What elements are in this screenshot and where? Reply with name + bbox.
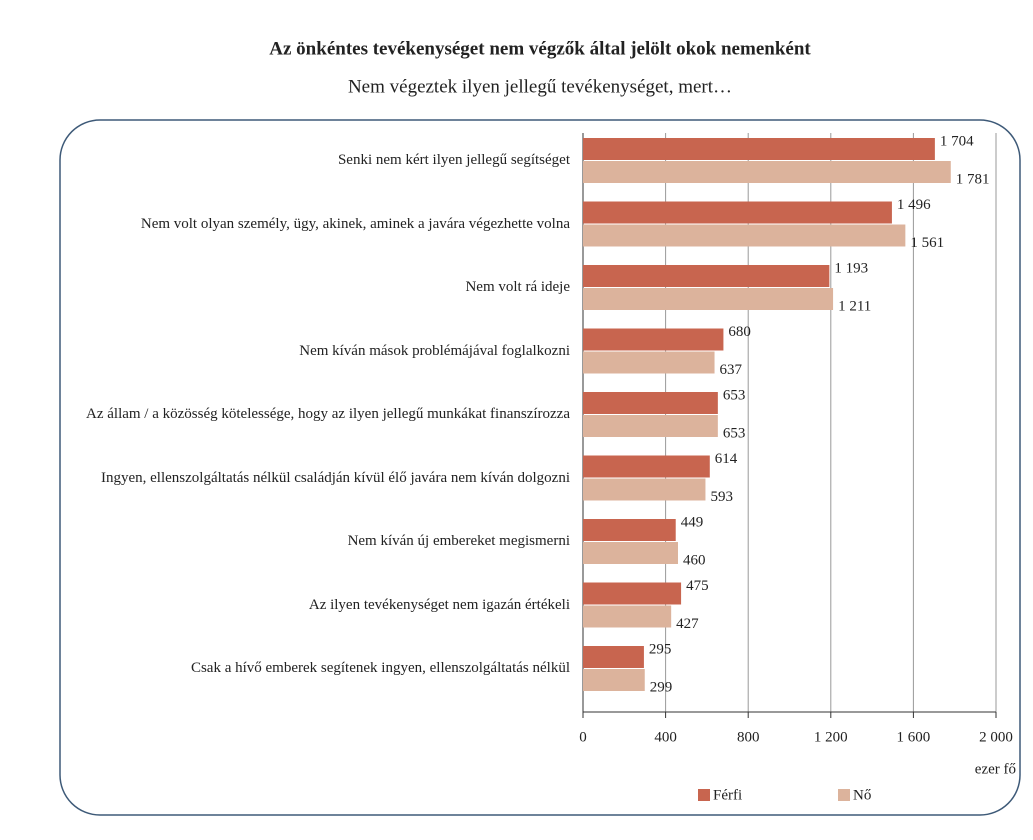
y-tick-label: Nem volt olyan személy, ügy, akinek, ami… [140,215,570,232]
x-tick-label: 800 [737,729,760,745]
bar [583,582,682,605]
category-label: Ingyen, ellenszolgáltatás nélkül családj… [100,469,570,486]
category-label: Nem kíván új embereket megismerni [347,533,570,549]
data-label: 475 [686,578,709,594]
legend-swatch [698,789,710,801]
data-label: 299 [650,679,673,695]
bar [583,478,706,501]
x-tick-label: 400 [654,729,677,745]
x-tick-label: 0 [579,729,587,745]
y-tick-label: Az állam / a közösség kötelessége, hogy … [86,406,570,422]
y-tick-label: Csak a hívő emberek segítenek ingyen, el… [190,660,570,676]
category-label: Csak a hívő emberek segítenek ingyen, el… [190,660,570,676]
data-label: 653 [723,425,746,441]
bar [583,542,678,564]
bar [583,288,834,310]
y-tick-label: Nem kíván új embereket megismerni [347,533,570,549]
data-label: 680 [728,324,751,340]
data-label: 427 [676,616,699,632]
data-label: 1 704 [940,133,974,149]
bar [583,455,710,478]
frame [59,119,1021,816]
y-tick-label: Nem volt rá ideje [465,279,570,295]
legend-label: Nő [853,787,871,803]
bar [583,328,724,351]
legend-label: Férfi [713,787,742,803]
data-label: 1 781 [956,171,990,187]
category-label: Nem volt olyan személy, ügy, akinek, ami… [140,215,570,232]
category-label: Nem volt rá ideje [465,279,570,295]
y-tick-label: Nem kíván mások problémájával foglalkozn… [299,342,570,359]
bar [583,351,715,374]
data-label: 593 [710,489,733,505]
chart-subtitle: Nem végeztek ilyen jellegű tevékenységet… [348,76,732,97]
y-tick-label: Az ilyen tevékenységet nem igazán értéke… [308,596,570,613]
category-label: Az állam / a közösség kötelessége, hogy … [86,406,570,422]
x-axis-label: ezer fő [975,761,1016,777]
x-tick-label: 1 200 [814,729,848,745]
data-label: 653 [723,387,746,403]
x-tick-label: 1 600 [897,729,931,745]
bar [583,265,830,287]
bar [583,138,935,160]
category-label: Nem kíván mások problémájával foglalkozn… [299,342,570,359]
legend-swatch [838,789,850,801]
category-label: Az ilyen tevékenységet nem igazán értéke… [308,596,570,613]
bar [583,519,676,541]
data-label: 1 211 [838,298,871,314]
bar [583,201,892,224]
data-label: 449 [681,514,704,530]
data-label: 1 193 [834,260,868,276]
bar [583,646,644,668]
data-label: 1 496 [897,197,931,213]
data-label: 637 [720,362,743,378]
category-label: Senki nem kért ilyen jellegű segítséget [337,152,570,168]
bar [583,161,951,183]
data-label: 460 [683,552,706,568]
bar [583,392,718,414]
x-tick-label: 2 000 [979,729,1013,745]
bar [583,224,906,247]
data-label: 1 561 [910,235,944,251]
data-label: 614 [715,451,738,467]
chart-title: Az önkéntes tevékenységet nem végzők ált… [269,38,811,59]
bar [583,415,718,437]
data-label: 295 [649,641,672,657]
y-tick-label: Senki nem kért ilyen jellegű segítséget [337,152,570,168]
y-tick-label: Ingyen, ellenszolgáltatás nélkül családj… [100,469,570,486]
bar [583,605,672,628]
bar [583,669,645,691]
